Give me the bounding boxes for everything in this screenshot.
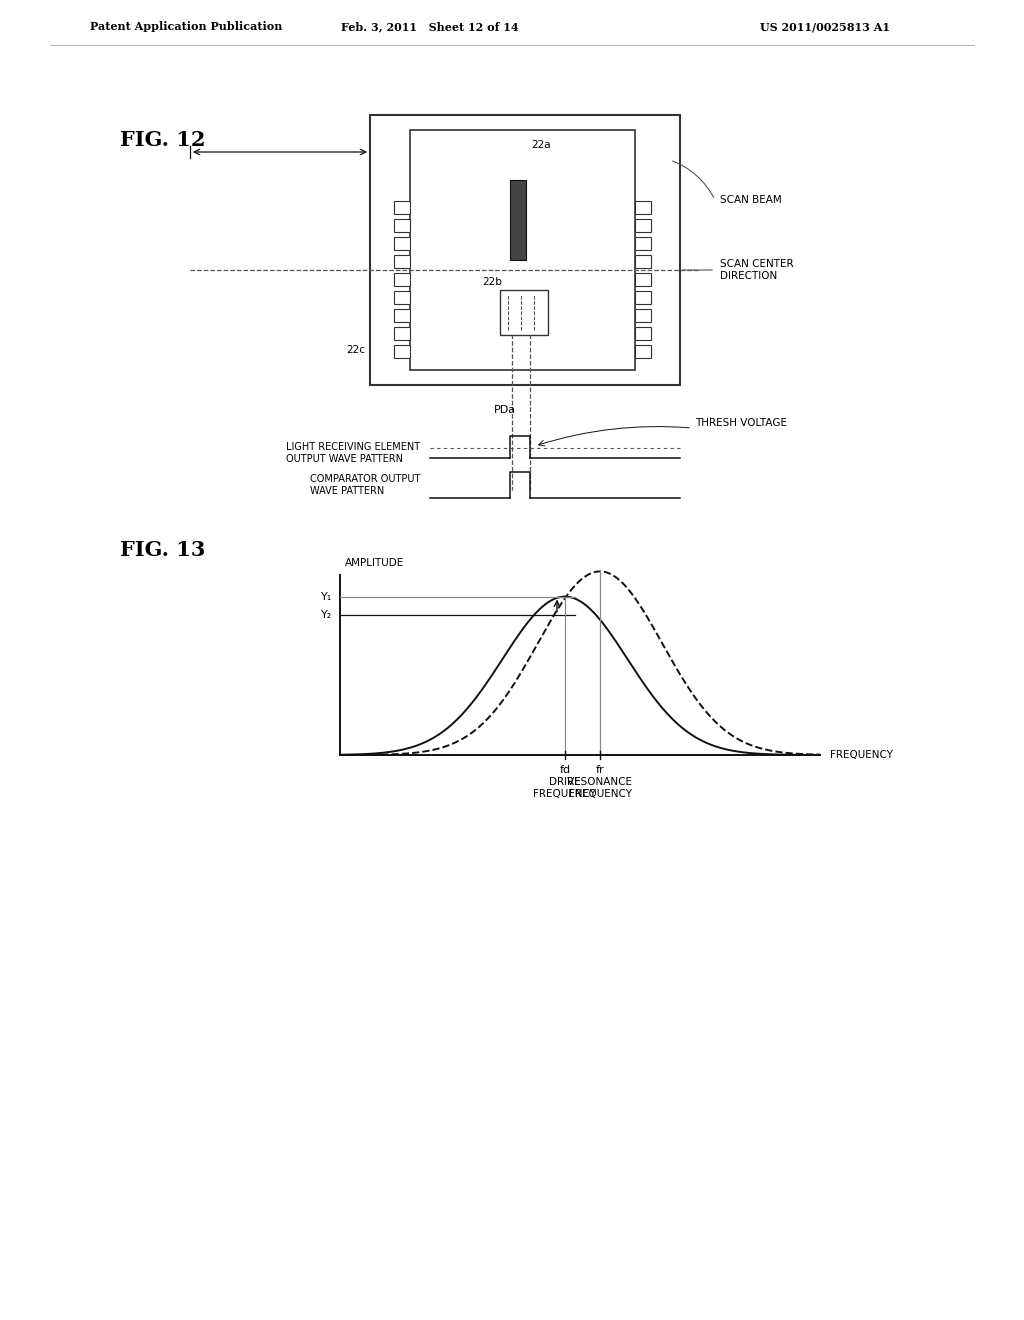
- Text: Y₂: Y₂: [321, 610, 332, 619]
- Bar: [635, 255, 651, 268]
- Text: fd: fd: [559, 766, 570, 775]
- Bar: [394, 255, 410, 268]
- Text: US 2011/0025813 A1: US 2011/0025813 A1: [760, 21, 890, 33]
- Text: FIG. 12: FIG. 12: [120, 129, 206, 150]
- Text: AMPLITUDE: AMPLITUDE: [345, 558, 404, 568]
- Bar: [394, 309, 410, 322]
- Bar: [394, 201, 410, 214]
- Text: Y₁: Y₁: [321, 591, 332, 602]
- Bar: [635, 219, 651, 232]
- Bar: [635, 273, 651, 286]
- Text: RESONANCE
FREQUENCY: RESONANCE FREQUENCY: [567, 777, 633, 799]
- Bar: [394, 219, 410, 232]
- Text: 22c: 22c: [346, 345, 365, 355]
- Bar: [635, 345, 651, 358]
- Text: SCAN CENTER
DIRECTION: SCAN CENTER DIRECTION: [720, 259, 794, 281]
- Bar: [394, 290, 410, 304]
- Bar: [635, 201, 651, 214]
- Text: SCAN BEAM: SCAN BEAM: [720, 195, 781, 205]
- Bar: [394, 327, 410, 341]
- Text: COMPARATOR OUTPUT
WAVE PATTERN: COMPARATOR OUTPUT WAVE PATTERN: [309, 474, 420, 496]
- Bar: [394, 238, 410, 249]
- Text: fr: fr: [596, 766, 604, 775]
- Bar: [635, 238, 651, 249]
- Bar: [510, 180, 526, 260]
- Bar: [635, 309, 651, 322]
- Text: Feb. 3, 2011   Sheet 12 of 14: Feb. 3, 2011 Sheet 12 of 14: [341, 21, 519, 33]
- Text: LIGHT RECEIVING ELEMENT
OUTPUT WAVE PATTERN: LIGHT RECEIVING ELEMENT OUTPUT WAVE PATT…: [286, 442, 420, 463]
- Bar: [394, 345, 410, 358]
- Bar: [410, 129, 635, 370]
- Text: PDa: PDa: [494, 405, 516, 414]
- Text: THRESH VOLTAGE: THRESH VOLTAGE: [695, 418, 787, 428]
- Text: 22a: 22a: [531, 140, 551, 150]
- Text: DRIVE
FREQUENCY: DRIVE FREQUENCY: [534, 777, 597, 799]
- Bar: [370, 115, 680, 385]
- Bar: [635, 290, 651, 304]
- Text: 22b: 22b: [482, 277, 502, 286]
- Bar: [635, 327, 651, 341]
- Text: FIG. 13: FIG. 13: [120, 540, 206, 560]
- Bar: [394, 273, 410, 286]
- Bar: [500, 290, 548, 335]
- Text: Patent Application Publication: Patent Application Publication: [90, 21, 283, 33]
- Text: FREQUENCY: FREQUENCY: [830, 750, 893, 760]
